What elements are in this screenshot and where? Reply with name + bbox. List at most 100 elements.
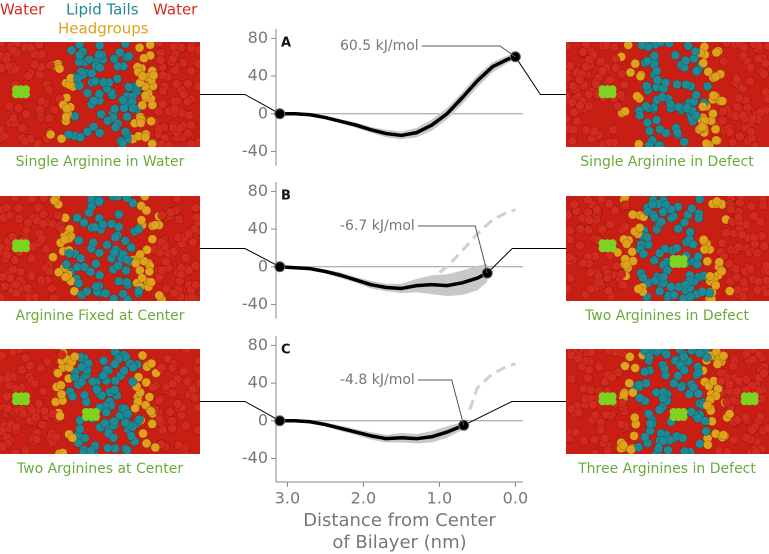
bead bbox=[749, 211, 759, 221]
simulation-snapshot bbox=[0, 349, 200, 454]
bead bbox=[754, 349, 765, 360]
connector bbox=[514, 56, 566, 95]
bead bbox=[639, 366, 650, 377]
bead bbox=[697, 101, 708, 112]
bead bbox=[693, 213, 704, 224]
bead bbox=[109, 384, 120, 395]
bead bbox=[109, 103, 120, 114]
bead bbox=[174, 214, 184, 225]
bead bbox=[133, 224, 144, 234]
bead bbox=[98, 356, 109, 366]
bead bbox=[733, 242, 744, 252]
bead bbox=[620, 196, 630, 202]
x-tick-label: 1.0 bbox=[427, 489, 452, 508]
bead bbox=[56, 133, 67, 144]
bead bbox=[644, 126, 655, 136]
bead bbox=[749, 232, 760, 243]
y-tick-label: 40 bbox=[248, 373, 268, 392]
bead bbox=[657, 92, 667, 102]
bead bbox=[148, 382, 158, 393]
bead bbox=[660, 77, 671, 88]
bead bbox=[191, 203, 200, 213]
bead bbox=[761, 260, 769, 271]
bead bbox=[162, 354, 173, 364]
bead bbox=[680, 279, 691, 290]
bead bbox=[649, 50, 660, 61]
bead bbox=[128, 362, 139, 373]
bead bbox=[659, 363, 670, 374]
bead bbox=[76, 377, 87, 387]
bead bbox=[102, 239, 112, 250]
bead bbox=[693, 388, 704, 399]
bead bbox=[627, 209, 638, 220]
bead bbox=[142, 244, 152, 255]
bead bbox=[583, 207, 593, 218]
bead bbox=[169, 96, 180, 106]
bead bbox=[161, 283, 172, 294]
bead bbox=[583, 196, 593, 205]
bead bbox=[172, 399, 183, 409]
endpoint-marker bbox=[274, 415, 286, 427]
bead bbox=[721, 42, 732, 48]
bead bbox=[35, 363, 46, 374]
bead bbox=[0, 213, 9, 223]
bead bbox=[75, 132, 86, 143]
bead bbox=[54, 63, 65, 74]
bead bbox=[98, 77, 109, 88]
bead bbox=[110, 359, 120, 369]
bead bbox=[37, 420, 48, 430]
bead bbox=[25, 360, 35, 371]
bead bbox=[113, 196, 123, 202]
bead bbox=[169, 65, 180, 76]
bead bbox=[193, 45, 200, 55]
x-tick-label: 2.0 bbox=[351, 489, 376, 508]
bead bbox=[615, 89, 626, 100]
bead bbox=[716, 376, 726, 386]
bead bbox=[566, 374, 577, 385]
bead bbox=[10, 383, 21, 394]
key-label: Headgroups bbox=[58, 20, 149, 38]
connector bbox=[200, 401, 281, 422]
bead bbox=[610, 349, 621, 358]
bead bbox=[181, 420, 191, 431]
bead bbox=[737, 83, 748, 94]
bead bbox=[187, 384, 198, 395]
bead bbox=[36, 234, 47, 244]
bead bbox=[124, 51, 134, 62]
bead bbox=[128, 198, 138, 208]
bead bbox=[599, 433, 610, 444]
bead bbox=[144, 266, 155, 277]
bead bbox=[735, 197, 745, 208]
bead bbox=[572, 116, 583, 126]
bead bbox=[679, 351, 689, 362]
bead bbox=[178, 58, 189, 68]
bead bbox=[180, 253, 191, 263]
bead bbox=[752, 247, 763, 258]
bead bbox=[57, 448, 68, 454]
bead bbox=[171, 79, 182, 89]
bead bbox=[146, 277, 157, 288]
bead bbox=[94, 197, 104, 207]
bead bbox=[584, 215, 595, 226]
bead bbox=[722, 397, 732, 408]
reference-line bbox=[438, 208, 516, 274]
bead bbox=[619, 79, 630, 90]
bead bbox=[91, 259, 101, 269]
bead bbox=[581, 42, 592, 50]
bead bbox=[623, 42, 634, 50]
bead bbox=[31, 412, 41, 422]
bead bbox=[734, 93, 744, 104]
bead bbox=[13, 203, 24, 213]
bead bbox=[595, 56, 606, 67]
bead bbox=[10, 255, 20, 265]
energy-annotation: -6.7 kJ/mol bbox=[340, 218, 415, 234]
bead bbox=[191, 212, 200, 223]
arginine-bead bbox=[608, 397, 617, 406]
bead bbox=[738, 277, 749, 288]
arginine-bead bbox=[22, 397, 30, 406]
bead bbox=[605, 219, 615, 230]
bead bbox=[573, 407, 584, 418]
simulation-snapshot bbox=[0, 196, 200, 301]
bead bbox=[638, 272, 648, 283]
bead bbox=[186, 119, 196, 130]
